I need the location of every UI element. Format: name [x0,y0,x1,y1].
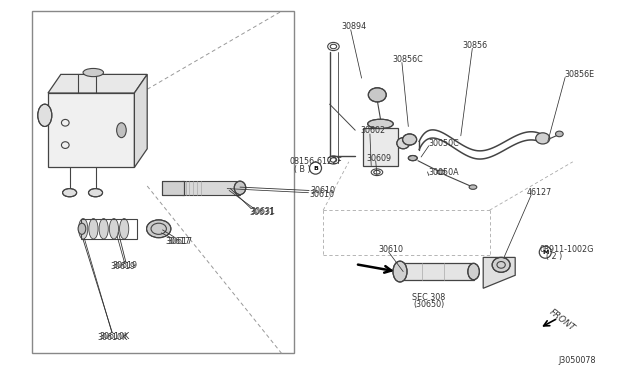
Ellipse shape [469,185,477,189]
Ellipse shape [437,170,445,174]
Bar [81,219,137,239]
Text: 08156-6122F: 08156-6122F [290,157,342,166]
Ellipse shape [492,257,510,272]
Text: 30619: 30619 [111,262,136,271]
Ellipse shape [403,134,417,145]
Circle shape [310,162,321,174]
Text: FRONT: FRONT [548,307,577,333]
Text: M: M [542,250,548,255]
Text: 30631: 30631 [250,208,275,217]
Bar [363,128,398,166]
Polygon shape [483,257,515,288]
Text: (30650): (30650) [413,300,445,309]
Ellipse shape [109,219,118,239]
Ellipse shape [99,219,108,239]
Bar [48,93,134,167]
Text: SEC 308: SEC 308 [412,293,445,302]
Text: 30610K: 30610K [98,333,128,342]
Text: J3050078: J3050078 [559,356,596,365]
Bar [182,181,240,195]
Text: 30610: 30610 [379,245,404,254]
Text: 46127: 46127 [527,188,552,197]
Bar [48,93,134,167]
Text: 30602: 30602 [360,126,385,135]
Text: 30894: 30894 [342,22,367,31]
Text: 30631: 30631 [251,207,276,216]
Circle shape [540,246,551,258]
Text: 30856E: 30856E [564,70,595,79]
Ellipse shape [367,119,393,129]
Ellipse shape [368,88,386,102]
Bar [182,181,240,195]
Bar [162,181,184,195]
Text: ( 2 ): ( 2 ) [546,252,562,261]
Text: 30610K: 30610K [99,332,129,341]
Ellipse shape [408,155,417,161]
Text: 08911-1002G: 08911-1002G [540,245,594,254]
Ellipse shape [234,181,246,195]
Bar [400,263,474,280]
Polygon shape [134,74,147,167]
Ellipse shape [79,219,88,239]
Text: 30050A: 30050A [429,169,460,177]
Bar [162,181,184,195]
Ellipse shape [468,263,479,280]
Text: 30609: 30609 [367,154,392,163]
Bar [32,11,294,353]
Ellipse shape [88,189,102,197]
Polygon shape [48,74,147,93]
Ellipse shape [83,68,104,77]
Ellipse shape [38,104,52,126]
Bar [400,263,474,280]
Ellipse shape [63,189,77,197]
Text: B: B [313,166,318,171]
Text: 30610: 30610 [310,190,335,199]
Ellipse shape [120,219,129,239]
Text: 30050C: 30050C [429,139,460,148]
Bar [363,128,398,166]
Text: 30856C: 30856C [392,55,423,64]
Ellipse shape [89,219,98,239]
Ellipse shape [556,131,563,137]
Ellipse shape [536,133,550,144]
Text: 30610: 30610 [310,186,335,195]
Ellipse shape [397,138,410,149]
Text: 30856: 30856 [463,41,488,50]
Text: 30619: 30619 [112,262,137,270]
Text: 30617: 30617 [165,237,190,246]
Text: ( B ): ( B ) [294,165,311,174]
Ellipse shape [393,261,407,282]
Ellipse shape [78,223,86,234]
Ellipse shape [116,123,126,138]
Text: 30617: 30617 [168,237,193,246]
Ellipse shape [147,220,171,238]
